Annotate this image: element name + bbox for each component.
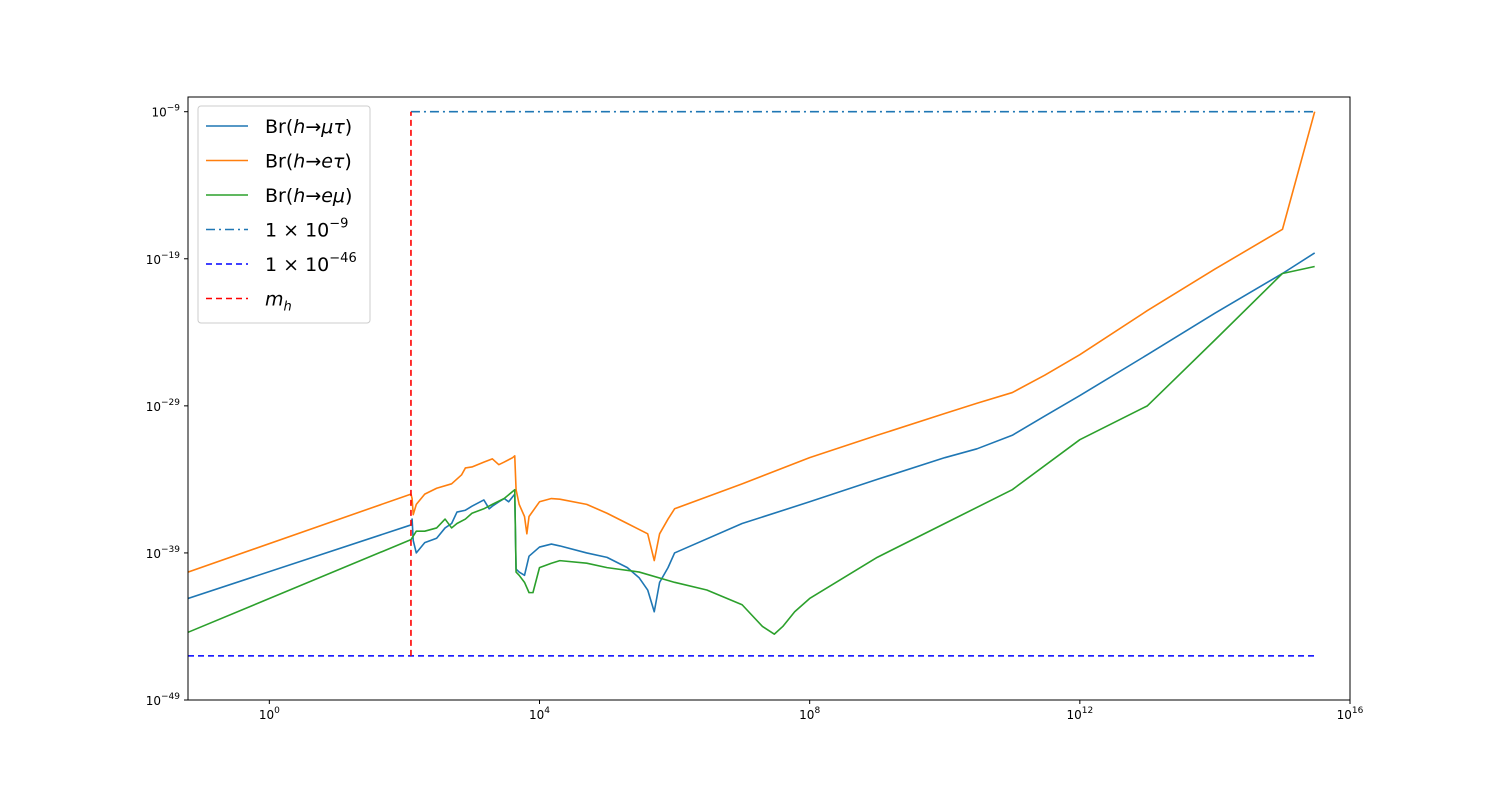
series-line-1 [188, 111, 1316, 573]
x-tick-label-4: 1016 [1337, 706, 1364, 722]
legend-label-5: mh [265, 289, 292, 315]
legend-label-0: Br(h→μτ) [265, 116, 352, 138]
y-tick-label-1: 10−19 [146, 251, 181, 267]
legend-label-4: 1 × 10−46 [265, 251, 357, 276]
legend-label-3: 1 × 10−9 [265, 217, 348, 242]
legend: Br(h→μτ) Br(h→eτ) Br(h→eμ) 1 × 10−9 1 × 10−4… [197, 105, 371, 324]
series-layer [188, 110, 1316, 657]
x-tick-label-0: 100 [259, 706, 280, 722]
y-tick-label-4: 10−49 [146, 692, 181, 708]
y-tick-label-0: 10−9 [151, 104, 180, 120]
legend-box [197, 105, 371, 324]
plot-frame [187, 96, 1351, 701]
y-tick-label-3: 10−39 [146, 545, 181, 561]
axis-layer: 100 104 108 1012 1016 10−9 10−19 10−29 10−39 10−4… [146, 104, 1364, 722]
legend-label-2: Br(h→eμ) [265, 185, 352, 207]
x-tick-label-1: 104 [529, 706, 550, 722]
y-tick-label-2: 10−29 [146, 398, 181, 414]
x-tick-label-2: 108 [799, 706, 820, 722]
x-tick-label-3: 1012 [1066, 706, 1093, 722]
series-line-2 [188, 265, 1315, 635]
legend-label-1: Br(h→eτ) [265, 151, 352, 173]
